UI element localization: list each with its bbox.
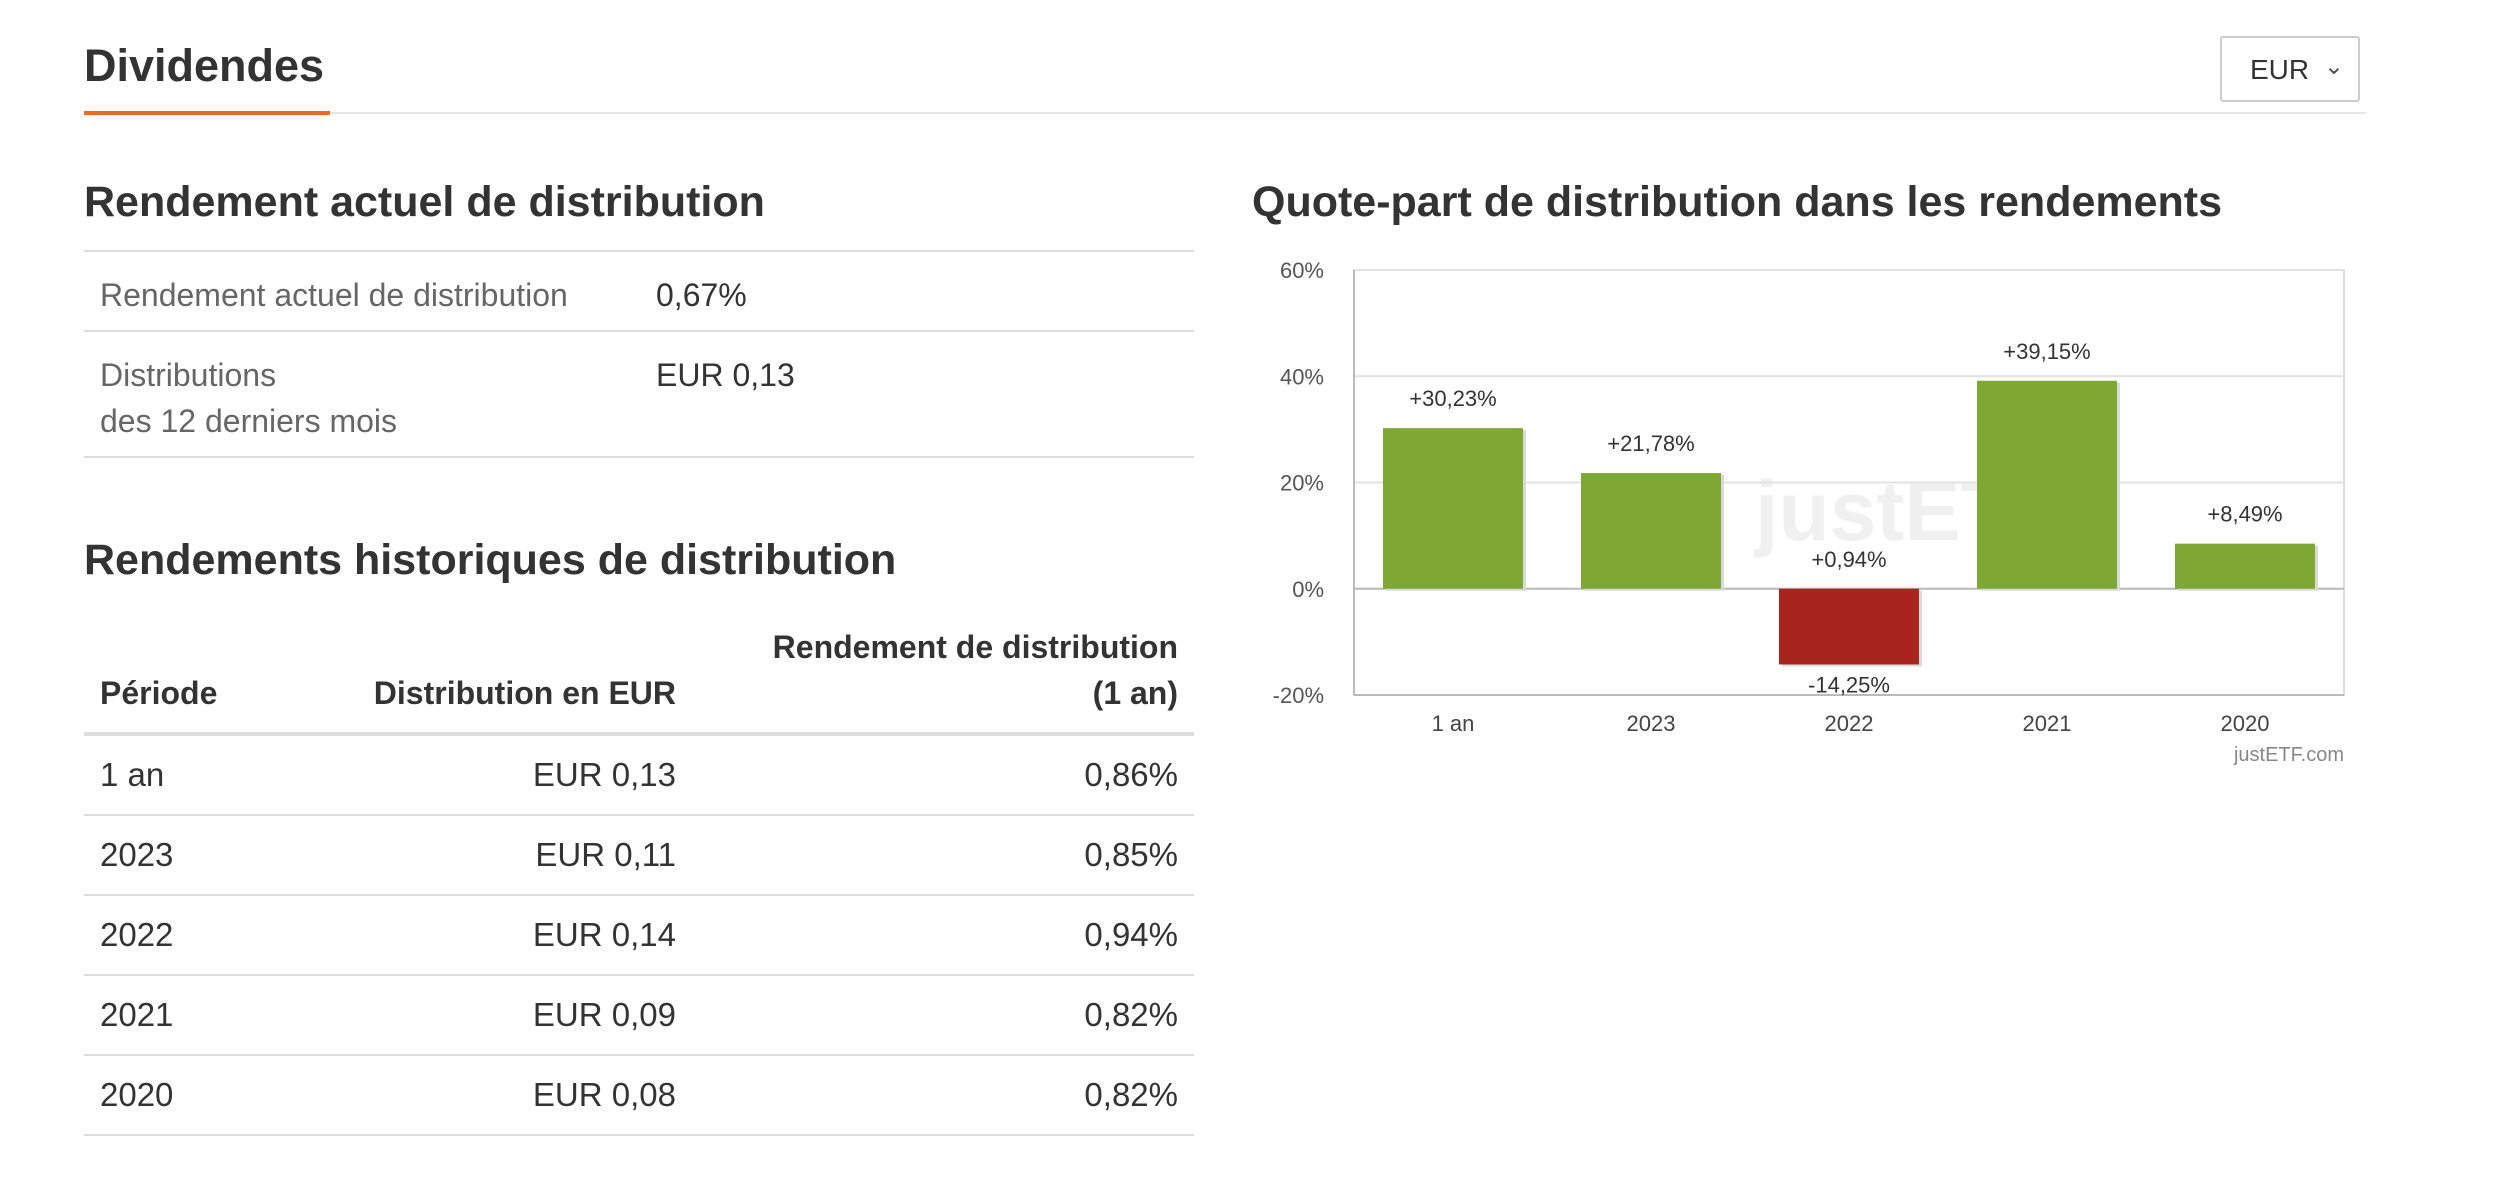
table-row: Distributions des 12 derniers mois EUR 0…: [84, 332, 1194, 458]
cell-period: 2020: [100, 1076, 174, 1113]
cell-yield: 0,94%: [1084, 916, 1178, 953]
data-label: +8,49%: [2207, 502, 2282, 527]
y-tick-label: -20%: [1273, 683, 1324, 708]
cell-period: 2022: [100, 916, 174, 953]
cell-yield: 0,86%: [1084, 756, 1178, 793]
row-label: Rendement actuel de distribution: [100, 277, 568, 313]
row-value: EUR 0,13: [656, 357, 795, 393]
cell-yield: 0,82%: [1084, 996, 1178, 1033]
section-header: Dividendes EUR ⌄: [84, 32, 2366, 115]
cell-period: 2021: [100, 996, 174, 1033]
x-tick-label: 1 an: [1432, 711, 1475, 736]
table-row: 2023 EUR 0,11 0,85%: [84, 816, 1194, 896]
historical-yield-title: Rendements historiques de distribution: [84, 536, 897, 584]
x-tick-label: 2023: [1627, 711, 1676, 736]
chevron-down-icon: ⌄: [2323, 53, 2344, 80]
y-tick-label: 0%: [1292, 577, 1324, 602]
chart-credit: justETF.com: [2233, 744, 2344, 766]
bar: [1779, 588, 1919, 665]
y-tick-label: 40%: [1280, 364, 1324, 389]
current-yield-table: Rendement actuel de distribution 0,67% D…: [84, 250, 1194, 458]
column-header-yield[interactable]: Rendement de distribution (1 an): [772, 629, 1178, 711]
y-tick-label: 60%: [1280, 258, 1324, 283]
extra-data-label: +0,94%: [1811, 547, 1886, 572]
row-value: 0,67%: [656, 277, 747, 313]
current-yield-title: Rendement actuel de distribution: [84, 178, 765, 226]
row-label: Distributions des 12 derniers mois: [100, 357, 398, 439]
x-tick-label: 2021: [2023, 711, 2072, 736]
cell-distribution: EUR 0,08: [532, 1076, 676, 1113]
cell-distribution: EUR 0,09: [532, 996, 676, 1033]
cell-yield: 0,85%: [1084, 836, 1178, 873]
column-header-period[interactable]: Période: [100, 675, 218, 711]
cell-yield: 0,82%: [1084, 1076, 1178, 1113]
cell-period: 2023: [100, 836, 174, 873]
y-tick-label: 20%: [1280, 471, 1324, 496]
bar: [1977, 380, 2117, 589]
x-tick-label: 2022: [1825, 711, 1874, 736]
table-row: 1 an EUR 0,13 0,86%: [84, 736, 1194, 816]
cell-distribution: EUR 0,11: [535, 836, 676, 873]
active-tab-underline: [84, 111, 330, 115]
table-row: 2022 EUR 0,14 0,94%: [84, 896, 1194, 976]
currency-select[interactable]: EUR ⌄: [2220, 36, 2360, 102]
table-header: Période Distribution en EUR Rendement de…: [84, 620, 1194, 736]
bar: [2175, 543, 2315, 589]
historical-yield-table: Période Distribution en EUR Rendement de…: [84, 620, 1194, 1136]
bar: [1383, 428, 1523, 589]
cell-distribution: EUR 0,14: [532, 916, 676, 953]
table-row: 2021 EUR 0,09 0,82%: [84, 976, 1194, 1056]
currency-selected-value: EUR: [2250, 54, 2310, 85]
cell-distribution: EUR 0,13: [532, 756, 676, 793]
bar: [1581, 473, 1721, 589]
table-row: 2020 EUR 0,08 0,82%: [84, 1056, 1194, 1136]
table-row: Rendement actuel de distribution 0,67%: [84, 252, 1194, 332]
data-label: -14,25%: [1808, 672, 1890, 697]
x-tick-label: 2020: [2221, 711, 2270, 736]
data-label: +39,15%: [2003, 339, 2090, 364]
cell-period: 1 an: [100, 756, 165, 793]
chart-section-title: Quote-part de distribution dans les rend…: [1252, 178, 2223, 226]
data-label: +21,78%: [1607, 431, 1694, 456]
distribution-chart: justETF 60% 40% 20% 0% -20% +30,23% 1 an +21,78%…: [1260, 250, 2380, 790]
page-title: Dividendes: [84, 40, 325, 91]
column-header-distribution[interactable]: Distribution en EUR: [373, 675, 676, 711]
data-label: +30,23%: [1409, 386, 1496, 411]
